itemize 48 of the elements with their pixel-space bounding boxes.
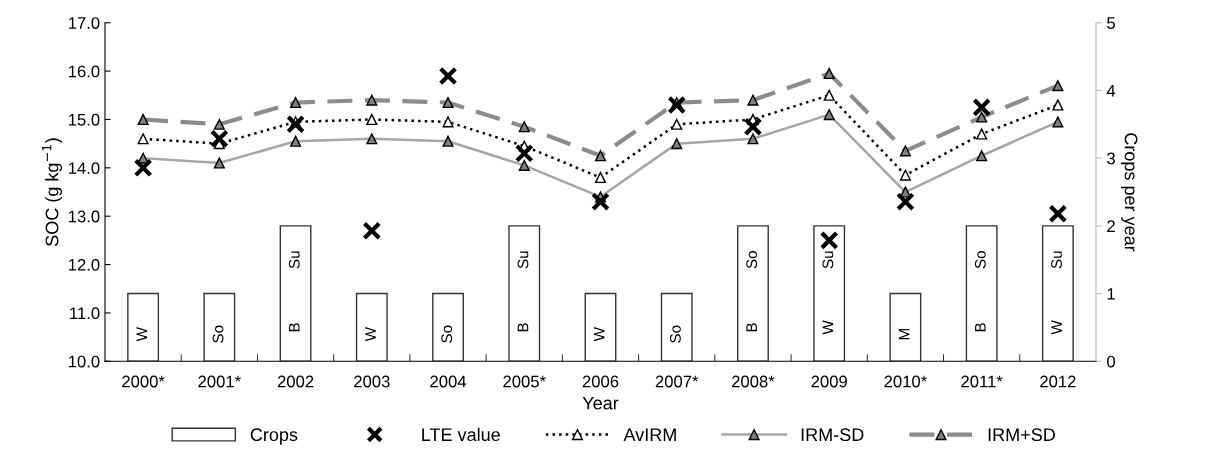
data-label: M	[898, 329, 910, 340]
legend-label: LTE value	[422, 427, 500, 442]
y2-tick-label: 3	[1107, 152, 1115, 165]
y2-tick-label: 5	[1107, 17, 1115, 29]
x-tick-label: 2008*	[732, 375, 775, 388]
y-tick-label: 17.0	[68, 17, 100, 29]
x-tick-label: 2009	[811, 375, 847, 388]
text: B So	[746, 251, 758, 332]
x-tick-label: 2010*	[884, 375, 927, 388]
legend-label: Crops	[250, 428, 298, 445]
y-tick-label: 10.0	[68, 355, 100, 368]
y-tick-label: 11.0	[70, 307, 100, 320]
x-tick-label: 2005*	[503, 375, 546, 388]
data-label: So	[441, 325, 453, 343]
data-label: W	[365, 327, 376, 342]
x-tick-label: 2004	[430, 375, 467, 388]
legend-label: AvIRM	[623, 428, 676, 441]
y-tick-label: 15.0	[68, 113, 100, 126]
y2-axis-title: Crops per year	[1121, 133, 1138, 252]
x-tick-label: 2007*	[655, 375, 699, 388]
text: B So	[974, 251, 986, 332]
text: W Su	[1051, 251, 1062, 335]
y2-tick-label: 2	[1107, 220, 1115, 232]
y-tick-label: 12.0	[68, 258, 100, 271]
legend-label: IRM+SD	[988, 428, 1055, 442]
data-label: So	[670, 325, 681, 343]
x-tick-label: 2006	[582, 375, 619, 388]
data-label: W	[136, 327, 148, 342]
y2-tick-label: 1	[1107, 288, 1115, 300]
text: B Su	[517, 251, 529, 332]
x-tick-label: 2011*	[961, 375, 1003, 388]
y-axis-title: SOC (g kg$^{−1}$)	[42, 138, 62, 246]
x-tick-label: 2012	[1040, 375, 1076, 388]
y-tick-label: 14.0	[68, 162, 100, 175]
data-label: W	[593, 327, 605, 342]
data-label: So	[212, 325, 224, 343]
x-tick-label: 2000*	[122, 375, 165, 388]
x-tick-label: 2002	[277, 375, 314, 388]
x-tick-label: 2003	[354, 375, 390, 388]
legend-label: IRM-SD	[801, 428, 864, 442]
y-tick-label: 13.0	[68, 210, 100, 223]
text: W Su	[822, 251, 834, 335]
y2-tick-label: 4	[1106, 85, 1116, 97]
x-axis-title: Year	[582, 396, 619, 410]
y-tick-label: 16.0	[68, 65, 100, 78]
y2-tick-label: 0	[1107, 355, 1116, 368]
x-tick-label: 2001*	[198, 375, 241, 388]
text: B Su	[288, 251, 300, 332]
